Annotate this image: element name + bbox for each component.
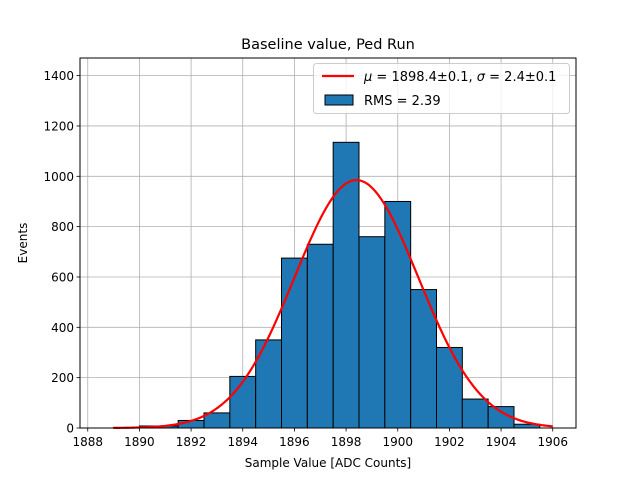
fit-curve-group — [113, 178, 553, 429]
x-tick-label: 1890 — [124, 435, 155, 449]
y-tick-label: 1200 — [43, 119, 74, 133]
y-tick-label: 400 — [51, 321, 74, 335]
legend-mu-text: = 1898.4±0.1, — [372, 70, 476, 85]
histogram-bar — [229, 375, 257, 429]
y-tick-label: 1400 — [43, 69, 74, 83]
x-tick-label: 1902 — [434, 435, 465, 449]
legend-fit-label: μ = 1898.4±0.1, σ = 2.4±0.1 — [363, 70, 556, 85]
x-tick-label: 1904 — [486, 435, 517, 449]
x-axis-ticks: 1888 1890 1892 1894 1896 1898 1900 1902 1904 1906 — [72, 428, 568, 449]
y-tick-label: 0 — [66, 422, 74, 436]
legend-frame — [313, 63, 570, 114]
x-tick-label: 1906 — [537, 435, 568, 449]
y-axis-label: Events — [16, 223, 30, 264]
histogram-bar — [358, 236, 386, 429]
histogram-bar — [281, 257, 308, 429]
histogram-bar — [436, 346, 463, 429]
x-tick-label: 1888 — [72, 435, 103, 449]
legend: μ = 1898.4±0.1, σ = 2.4±0.1 RMS = 2.39 — [313, 63, 570, 114]
chart-title: Baseline value, Ped Run — [241, 37, 415, 53]
legend-sigma-symbol: σ — [477, 70, 486, 85]
histogram-bar — [306, 243, 334, 429]
gaussian-fit-curve — [113, 178, 553, 429]
x-tick-label: 1896 — [279, 435, 310, 449]
legend-sigma-text: = 2.4±0.1 — [485, 70, 556, 85]
y-tick-label: 200 — [51, 371, 74, 385]
histogram-bar — [461, 398, 489, 429]
x-tick-label: 1894 — [227, 435, 258, 449]
y-tick-label: 800 — [51, 220, 74, 234]
histogram-bar — [332, 141, 360, 429]
x-tick-label: 1898 — [331, 435, 362, 449]
histogram-bar — [384, 200, 412, 429]
x-axis-label: Sample Value [ADC Counts] — [245, 456, 411, 470]
plot-frame — [79, 57, 577, 429]
legend-mu-symbol: μ — [363, 70, 372, 85]
x-tick-label: 1892 — [176, 435, 207, 449]
x-tick-label: 1900 — [382, 435, 413, 449]
legend-hist-swatch — [324, 94, 354, 106]
y-axis-ticks: 0 200 400 600 800 1000 1200 1400 — [43, 69, 80, 436]
legend-hist-label: RMS = 2.39 — [364, 94, 441, 109]
y-tick-label: 600 — [51, 270, 74, 284]
y-tick-label: 1000 — [43, 170, 74, 184]
